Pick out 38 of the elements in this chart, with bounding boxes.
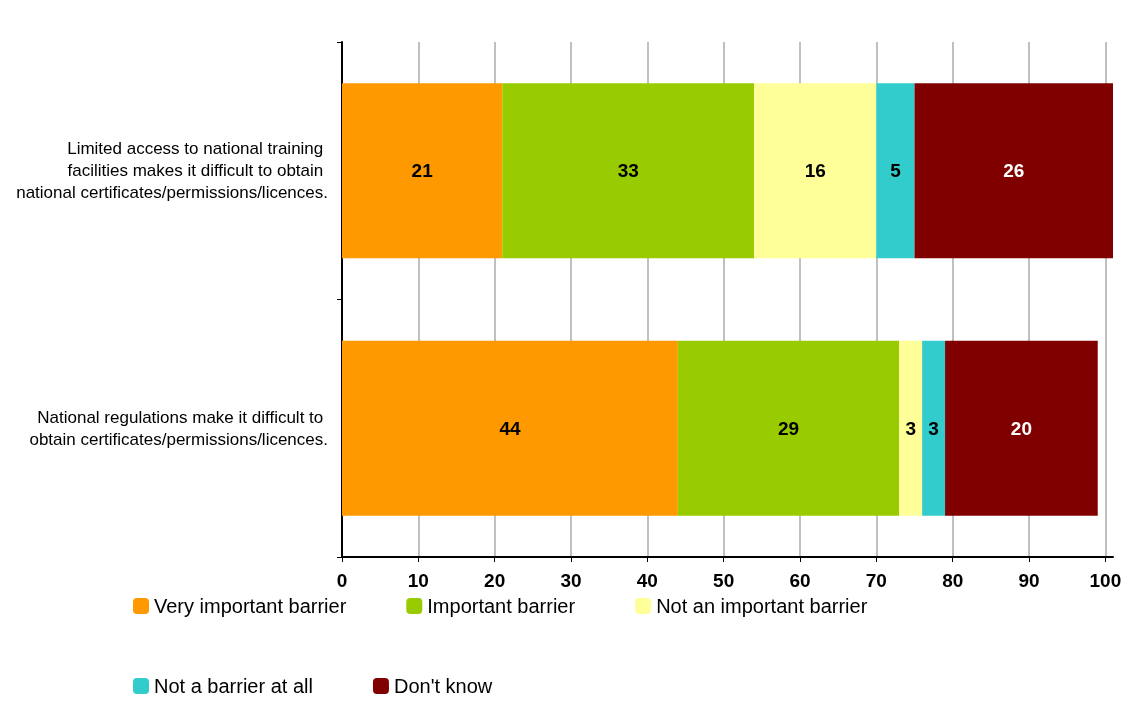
data-label: 33 bbox=[617, 160, 639, 182]
legend-label: Very important barrier bbox=[154, 595, 347, 617]
data-label: 20 bbox=[1010, 417, 1032, 439]
bar bbox=[922, 340, 946, 516]
y-tick-label: Limited access to national training facilities makes it difficult to obtain national certificates/permissions/licences. bbox=[16, 139, 328, 203]
bar bbox=[754, 83, 877, 259]
x-tick-label: 40 bbox=[636, 570, 658, 591]
x-tick-label: 0 bbox=[336, 570, 348, 591]
data-label: 16 bbox=[804, 160, 826, 182]
legend-label: Not a barrier at all bbox=[154, 675, 313, 697]
bar bbox=[502, 83, 755, 259]
x-tick-label: 30 bbox=[560, 570, 582, 591]
x-tick-label: 50 bbox=[713, 570, 735, 591]
bar bbox=[945, 340, 1098, 516]
legend-label: Not an important barrier bbox=[656, 595, 868, 617]
data-label: 21 bbox=[411, 160, 434, 182]
data-label: 29 bbox=[778, 417, 800, 439]
bar bbox=[899, 340, 923, 516]
data-label: 5 bbox=[890, 160, 902, 182]
data-label: 26 bbox=[1003, 160, 1025, 182]
data-label: 44 bbox=[499, 417, 521, 439]
legend-label: Important barrier bbox=[427, 595, 576, 617]
x-tick-label: 100 bbox=[1089, 570, 1122, 591]
bar bbox=[876, 83, 915, 259]
x-tick-label: 10 bbox=[407, 570, 429, 591]
x-tick-label: 80 bbox=[942, 570, 964, 591]
bar bbox=[914, 83, 1113, 259]
x-tick-label: 60 bbox=[789, 570, 811, 591]
x-tick-label: 90 bbox=[1018, 570, 1040, 591]
bar bbox=[342, 340, 678, 516]
x-tick-label: 20 bbox=[484, 570, 506, 591]
bar bbox=[677, 340, 900, 516]
legend-label: Don't know bbox=[393, 675, 493, 697]
y-tick-label: National regulations make it difficult to obtain certificates/permissions/licences. bbox=[29, 407, 328, 449]
x-tick-label: 70 bbox=[865, 570, 887, 591]
bar bbox=[342, 83, 503, 259]
data-label: 3 bbox=[905, 417, 916, 439]
data-label: 3 bbox=[928, 417, 939, 439]
